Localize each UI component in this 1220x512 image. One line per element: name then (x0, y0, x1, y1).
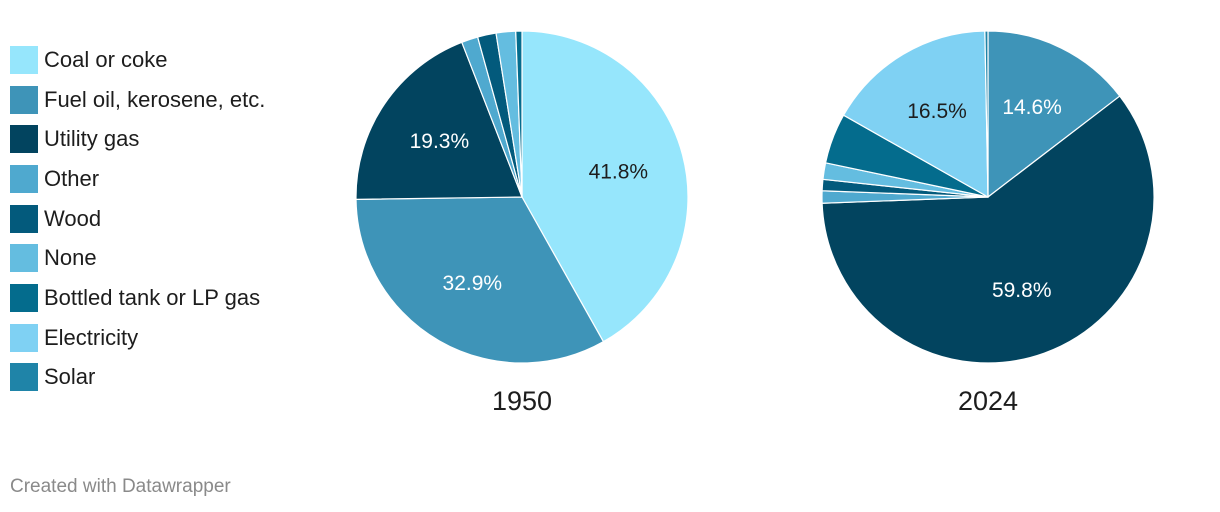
legend-label: Coal or coke (44, 46, 168, 72)
legend-item: Solar (10, 358, 265, 398)
pie-slice (821, 95, 1155, 364)
legend-swatch (10, 45, 38, 74)
pie-slice (842, 30, 989, 199)
legend-item: Coal or coke (10, 40, 265, 80)
legend-item: Bottled tank or LP gas (10, 278, 265, 318)
footer-credit: Created with Datawrapper (10, 476, 231, 497)
pie-chart-2024: 14.6% 59.8% 16.5% 2024 (821, 30, 1155, 416)
pie-slice (521, 30, 689, 343)
legend-label: Electricity (44, 324, 139, 350)
pie-data-label: 14.6% (1002, 96, 1062, 119)
legend-item: Other (10, 159, 265, 199)
pie-slice (355, 196, 605, 364)
legend-swatch (10, 244, 38, 273)
legend-label: Fuel oil, kerosene, etc. (44, 86, 266, 112)
legend-item: Wood (10, 199, 265, 239)
pie-data-label: 32.9% (443, 272, 503, 295)
pie-slice (355, 41, 523, 200)
legend-swatch (10, 164, 38, 193)
legend-swatch (10, 85, 38, 114)
legend-label: Wood (44, 205, 102, 231)
pie-data-label: 41.8% (589, 160, 649, 183)
legend-swatch (10, 283, 38, 312)
pie-charts: 41.8% 32.9% 19.3% 1950 14.6% 59.8% 16.5% 2024 (355, 30, 1155, 416)
legend-label: None (44, 245, 97, 271)
pie-chart-1950: 41.8% 32.9% 19.3% 1950 (355, 30, 689, 416)
pie-slice (984, 30, 989, 198)
legend-item: Fuel oil, kerosene, etc. (10, 80, 265, 120)
legend: Coal or coke Fuel oil, kerosene, etc. Util… (10, 40, 265, 397)
legend-swatch (10, 363, 38, 392)
pie-slice (515, 30, 523, 198)
legend-swatch (10, 204, 38, 233)
legend-swatch (10, 323, 38, 352)
pie-data-label: 19.3% (410, 130, 470, 153)
legend-label: Utility gas (44, 126, 140, 152)
legend-swatch (10, 125, 38, 154)
legend-label: Other (44, 165, 100, 191)
legend-item: Utility gas (10, 119, 265, 159)
pie-data-label: 16.5% (907, 100, 967, 123)
legend-item: None (10, 238, 265, 278)
legend-label: Bottled tank or LP gas (44, 284, 261, 310)
pie-data-label: 59.8% (992, 279, 1052, 302)
pie-title: 1950 (492, 386, 552, 416)
legend-label: Solar (44, 364, 96, 390)
pie-slice (987, 30, 1121, 199)
pie-title: 2024 (958, 386, 1018, 416)
legend-item: Electricity (10, 318, 265, 358)
